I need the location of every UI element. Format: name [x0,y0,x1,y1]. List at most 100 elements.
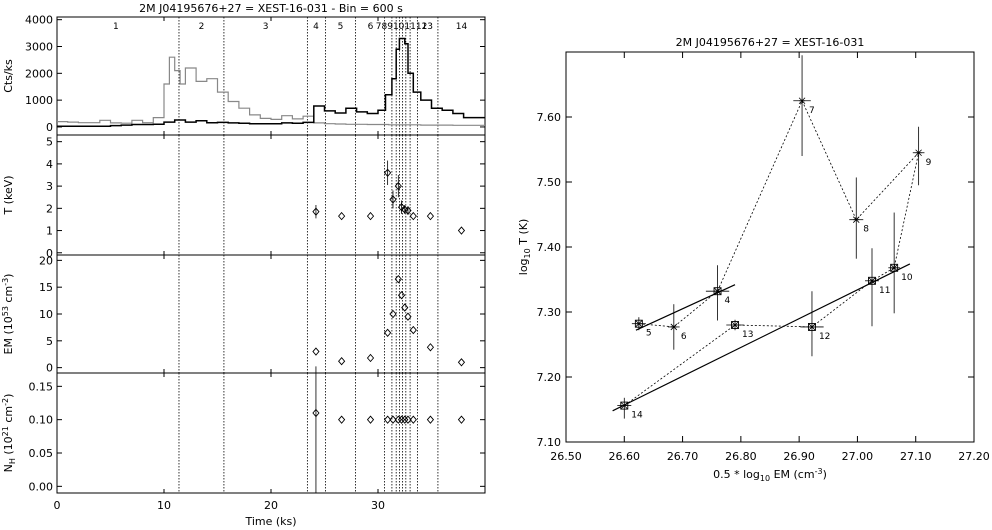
segment-label: 6 [368,22,374,32]
NH-points [312,366,466,493]
T-point [389,195,397,204]
left-title: 2M J04195676+27 = XEST-16-031 - Bin = 60… [139,2,403,15]
T-yticks: 0 1 2 3 4 5 [46,135,486,260]
right-point-label: 11 [879,286,890,296]
reference-lightcurve [57,56,485,126]
T-frame [56,134,486,256]
right-ytick-label: 7.10 [537,436,562,449]
EM-frame [56,254,486,374]
evolution-path [624,99,920,406]
NH-ylabel-sub: H [8,458,17,464]
cts-yticks: 0 1000 2000 3000 4000 [25,14,486,135]
flare-lightcurve [57,37,485,127]
NH-ylabel-a: N [2,464,15,472]
NH-ylabel-sup2: -2 [1,398,10,406]
EM-point [338,357,346,366]
right-xlabel-a: 0.5 * log [713,468,760,481]
NH-point [426,415,435,424]
EM-ylabel: EM (1053 cm-3) [1,274,15,355]
right-ytick-label: 7.20 [537,371,562,384]
T-ylabel: T (keV) [2,175,15,215]
T-point [394,181,402,191]
NH-point [457,415,466,424]
cts-ylabel: Cts/ks [2,59,15,93]
EM-point [426,343,435,352]
EM-ytick-label: 15 [39,281,53,294]
T-point [366,211,375,221]
EM-point [394,274,402,284]
cts-ytick-label: 2000 [25,67,53,80]
left-figure: 2M J04195676+27 = XEST-16-031 - Bin = 60… [1,2,486,528]
right-xlabel-c: ) [823,468,827,481]
cts-frame [56,16,486,136]
T-point [409,211,417,221]
NH-point [366,415,375,424]
T-ytick-label: 0 [46,247,53,260]
right-point-box [634,319,643,328]
NH-panel: 0.00 0.05 0.10 0.15 NH (1021 cm-2) [1,366,486,494]
NH-point [338,415,346,424]
right-xtick-label: 26.60 [609,450,641,463]
T-ytick-label: 2 [46,202,53,215]
right-ytick-label: 7.60 [537,111,562,124]
EM-ytick-label: 20 [39,254,53,267]
right-xtick-label: 27.00 [842,450,874,463]
right-frame [565,51,975,443]
T-ytick-label: 1 [46,225,53,238]
T-ytick-label: 3 [46,180,53,193]
NH-ytick-label: 0.00 [29,480,54,493]
NH-point [384,415,392,424]
NH-yticks: 0.00 0.05 0.10 0.15 [29,373,486,493]
T-panel: 0 1 2 3 4 5 T (keV) [2,134,486,260]
right-ytick-label: 7.40 [537,241,562,254]
EM-ylabel-c: ) [2,274,15,278]
right-ylabel-sub: 10 [523,248,532,258]
right-point-label: 7 [809,106,815,116]
NH-ylabel: NH (1021 cm-2) [1,394,17,473]
right-xtick-label: 26.90 [783,450,815,463]
cts-ytick-label: 1000 [25,94,53,107]
right-point-label: 9 [926,158,932,168]
right-point-box [620,401,629,410]
EM-points [312,274,466,367]
right-point-box [868,276,876,285]
EM-ytick-label: 10 [39,308,53,321]
right-xlabel-sub: 10 [760,474,770,483]
time-xticks: 0 10 20 30 [54,499,386,512]
right-ytick-label: 7.30 [537,306,562,319]
right-xlabel-b: EM (cm [770,468,815,481]
NH-point [394,415,402,424]
T-points [312,160,466,235]
NH-separators [178,373,439,493]
segment-label: 13 [421,22,432,32]
cts-ytick-label: 0 [46,121,53,134]
EM-point [397,291,406,300]
right-point-label: 10 [901,273,913,283]
time-xlabel: Time (ks) [244,515,296,528]
right-xtick-label: 27.10 [900,450,932,463]
fit-line [612,263,911,412]
right-ylabel-a: log [517,258,530,275]
NH-point [312,408,320,418]
EM-yticks: 0 5 10 15 20 [39,254,486,375]
right-point-box [890,263,899,272]
T-point [457,226,466,235]
right-point-label: 14 [631,411,643,421]
right-point-label: 12 [819,332,830,342]
NH-point [389,415,397,424]
NH-point [404,415,412,424]
time-xtick-label: 20 [264,499,278,512]
right-point-label: 5 [646,329,652,339]
right-xtick-label: 26.50 [550,450,582,463]
NH-point [397,415,406,424]
segment-label: 3 [263,22,269,32]
T-point [404,206,412,215]
right-ylabel: log10 T (K) [517,219,532,275]
cts-ytick-label: 3000 [25,41,53,54]
EM-ylabel-a: EM (10 [2,316,15,354]
T-point [426,211,435,221]
EM-point [389,309,397,319]
segment-label: 2 [199,22,205,32]
NH-ylabel-b: (10 [2,436,15,458]
